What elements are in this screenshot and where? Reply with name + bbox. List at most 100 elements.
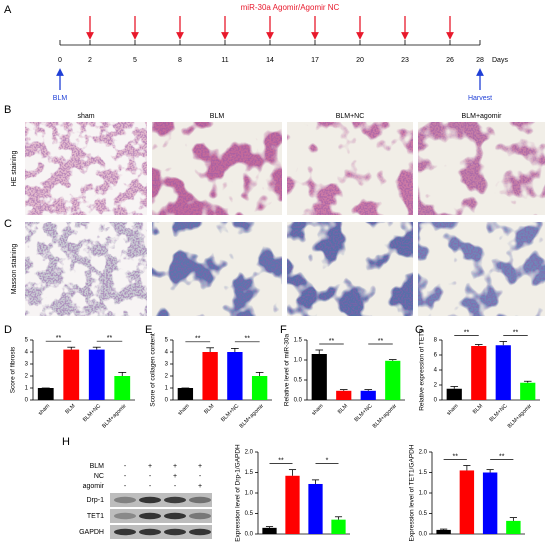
protein-name: Drp-1 xyxy=(86,497,104,504)
stain-texture xyxy=(418,122,545,215)
protein-name: GAPDH xyxy=(79,529,104,536)
blot-band xyxy=(139,496,161,504)
stain-texture xyxy=(152,122,282,215)
bar xyxy=(495,345,511,400)
blot-band xyxy=(189,496,211,504)
significance-label: ** xyxy=(195,336,201,343)
y-axis-label: Score of collagen content xyxy=(150,333,157,407)
bar xyxy=(227,352,243,400)
timeline-tick-label: 14 xyxy=(266,57,274,64)
y-tick-label: 0 xyxy=(25,398,29,404)
x-tick-label: BLM+NC xyxy=(82,403,102,423)
significance-label: * xyxy=(326,457,329,464)
y-tick-label: 0.5 xyxy=(245,511,254,517)
bar xyxy=(459,470,475,534)
panel-letter: C xyxy=(4,218,12,230)
timeline-tick-label: 28 xyxy=(476,57,484,64)
significance-label: ** xyxy=(464,329,470,336)
y-tick-label: 0.0 xyxy=(245,532,254,538)
treatment-sign: - xyxy=(149,483,152,490)
stain-texture xyxy=(152,222,282,316)
y-tick-label: 0.5 xyxy=(419,511,428,517)
blot-band xyxy=(164,528,186,536)
y-axis-label: Score of fibrosis xyxy=(10,346,17,393)
bar xyxy=(37,388,54,400)
significance-label: ** xyxy=(513,329,519,336)
treatment-sign: - xyxy=(124,463,127,470)
y-tick-label: 0 xyxy=(434,398,438,404)
protein-name: TET1 xyxy=(87,513,104,520)
x-tick-label: BLM+agomir xyxy=(239,403,266,430)
significance-label: ** xyxy=(107,335,113,342)
panel-letter: G xyxy=(415,324,424,336)
y-tick-label: 4 xyxy=(165,350,169,356)
bar xyxy=(436,529,451,534)
panel-letter: A xyxy=(4,4,12,16)
y-tick-label: 1.0 xyxy=(294,358,303,364)
bar xyxy=(385,360,401,400)
treatment-sign: + xyxy=(148,463,152,470)
treatment-sign: - xyxy=(174,483,177,490)
significance-label: ** xyxy=(56,335,62,342)
x-tick-label: sham xyxy=(311,403,325,417)
x-tick-label: BLM xyxy=(472,403,485,416)
group-label: BLM+NC xyxy=(336,113,365,120)
bar xyxy=(88,349,105,400)
stain-texture xyxy=(418,222,545,316)
bar xyxy=(63,349,80,400)
x-tick-label: BLM xyxy=(203,403,216,416)
treatment-sign: + xyxy=(173,463,177,470)
significance-label: ** xyxy=(278,457,284,464)
row-label: Masson staining xyxy=(11,244,18,295)
blot-band xyxy=(139,528,161,536)
y-tick-label: 5 xyxy=(25,338,29,344)
group-label: BLM+agomir xyxy=(462,113,503,120)
significance-label: ** xyxy=(329,338,335,345)
y-tick-label: 2 xyxy=(434,383,438,389)
timeline-unit: Days xyxy=(492,57,508,64)
bar xyxy=(262,527,277,534)
timeline-tick-label: 23 xyxy=(401,57,409,64)
group-label: BLM xyxy=(210,113,225,120)
y-tick-label: 1 xyxy=(165,386,169,392)
x-tick-label: BLM+agomir xyxy=(507,403,534,430)
x-tick-label: BLM xyxy=(337,403,350,416)
y-tick-label: 2 xyxy=(165,374,169,380)
treatment-sign: - xyxy=(199,473,202,480)
x-tick-label: sham xyxy=(177,403,191,417)
significance-label: ** xyxy=(499,453,505,460)
group-label: sham xyxy=(77,113,94,120)
treatment-sign: - xyxy=(149,473,152,480)
bar xyxy=(331,519,346,534)
blot-band xyxy=(114,528,136,536)
treatment-sign: + xyxy=(198,483,202,490)
x-tick-label: BLM+agomir xyxy=(101,403,128,430)
y-tick-label: 2.0 xyxy=(245,450,254,456)
start-event: BLM xyxy=(53,95,68,102)
treatment-name: NC xyxy=(94,473,104,480)
y-tick-label: 4 xyxy=(434,368,438,374)
significance-label: ** xyxy=(245,336,251,343)
y-tick-label: 1.5 xyxy=(245,470,254,476)
panel-letter: B xyxy=(4,104,11,116)
x-tick-label: BLM+agomir xyxy=(372,403,399,430)
y-axis-label: Relative expression of TET1 xyxy=(419,329,426,411)
y-axis-label: Expression level of TET1/GAPDH xyxy=(409,444,416,541)
y-tick-label: 2 xyxy=(25,374,29,380)
bar xyxy=(251,376,268,400)
bar xyxy=(482,472,498,534)
bar xyxy=(520,382,536,400)
bar xyxy=(308,483,323,534)
significance-label: ** xyxy=(453,453,459,460)
y-tick-label: 6 xyxy=(434,353,438,359)
treatment-label: miR-30a Agomir/Agomir NC xyxy=(241,3,340,12)
timeline-tick-label: 26 xyxy=(446,57,454,64)
treatment-sign: - xyxy=(124,483,127,490)
stain-texture xyxy=(287,122,413,215)
y-tick-label: 0.0 xyxy=(294,398,303,404)
bar xyxy=(360,390,376,400)
bar xyxy=(336,390,352,400)
treatment-sign: - xyxy=(124,473,127,480)
y-tick-label: 3 xyxy=(165,362,169,368)
